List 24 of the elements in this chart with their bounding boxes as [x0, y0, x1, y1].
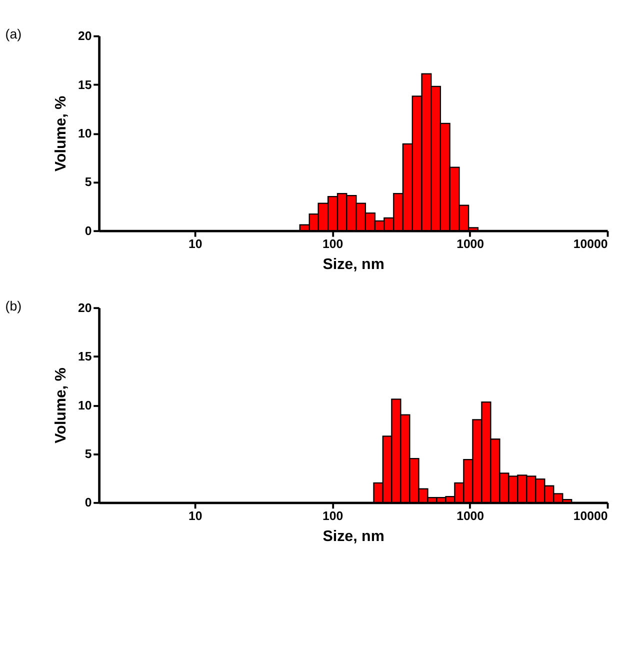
- y-tick-label: 0: [84, 224, 92, 238]
- y-tick-label: 15: [78, 78, 92, 92]
- y-axis-title: Volume, %: [52, 95, 70, 172]
- chart-title: (b): [5, 298, 22, 314]
- y-tick-label: 15: [78, 350, 92, 364]
- x-axis-title: Size, nm: [322, 256, 384, 274]
- x-tick-label: 10: [188, 237, 202, 252]
- x-tick-label: 1000: [456, 237, 484, 252]
- y-tick-label: 0: [84, 496, 92, 510]
- x-tick-label: 10000: [573, 237, 608, 252]
- y-tick-label: 20: [78, 300, 92, 315]
- y-axis-title: Volume, %: [52, 367, 70, 444]
- x-tick-label: 10: [188, 509, 202, 524]
- x-tick-label: 100: [322, 509, 344, 524]
- y-tick-label: 5: [84, 447, 92, 462]
- y-tick-label: 20: [78, 29, 92, 44]
- x-axis-title: Size, nm: [322, 528, 384, 545]
- x-tick-label: 1000: [456, 509, 484, 524]
- y-tick-label: 5: [84, 175, 92, 190]
- chart-title: (a): [5, 26, 22, 42]
- x-tick-label: 10000: [573, 509, 608, 524]
- y-tick-label: 10: [78, 126, 92, 140]
- y-tick-label: 10: [78, 398, 92, 412]
- x-tick-label: 100: [322, 237, 344, 252]
